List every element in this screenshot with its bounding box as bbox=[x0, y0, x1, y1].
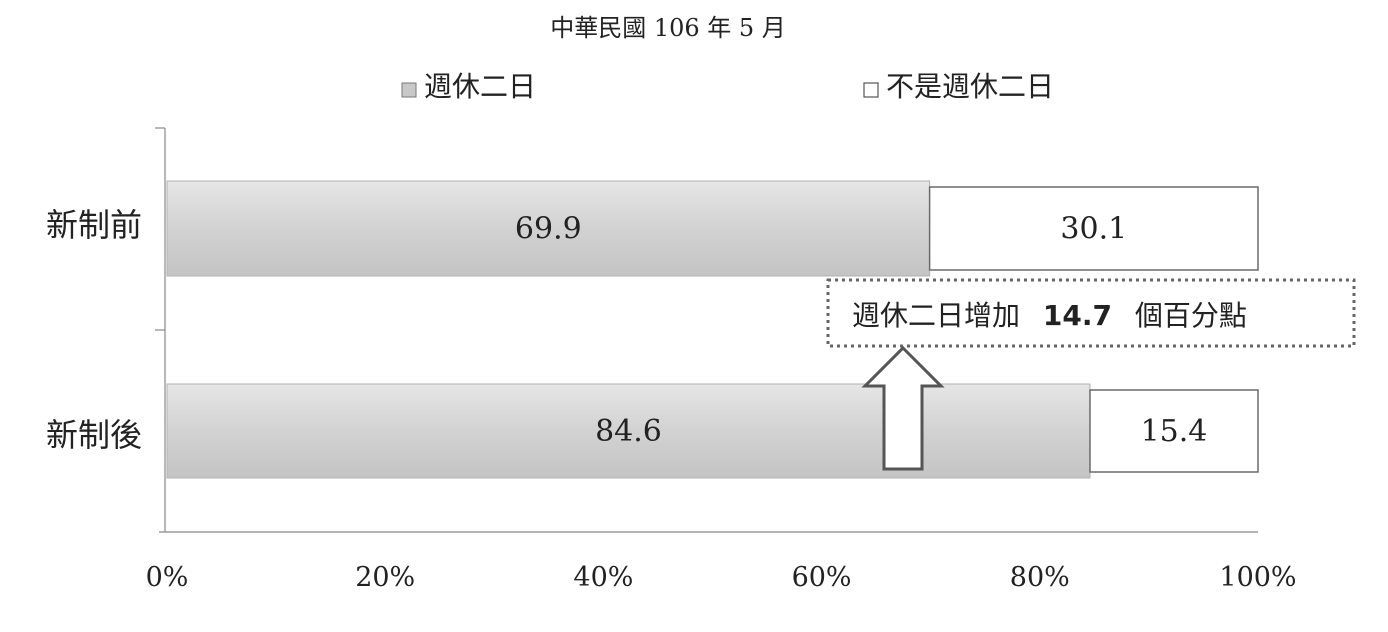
data-label-after-not-workweek: 15.4 bbox=[1141, 414, 1208, 449]
up-arrow-icon bbox=[861, 345, 945, 471]
data-label-before-workweek: 69.9 bbox=[515, 212, 582, 247]
bar-after-workweek bbox=[166, 383, 1091, 479]
x-tick-label: 20% bbox=[355, 562, 415, 593]
annotation-suffix: 個百分點 bbox=[1135, 299, 1247, 332]
x-axis-tick-labels: 0% 20% 40% 60% 80% 100% bbox=[146, 562, 1297, 593]
legend-label-not-workweek: 不是週休二日 bbox=[886, 70, 1054, 103]
legend: 週休二日 不是週休二日 bbox=[401, 70, 1054, 103]
x-tick-label: 0% bbox=[146, 562, 189, 593]
bars-after-group: 84.6 15.4 bbox=[166, 383, 1259, 479]
annotation-text: 週休二日增加 14.7 個百分點 bbox=[852, 299, 1247, 332]
chart-title: 中華民國 106 年 5 月 bbox=[550, 14, 786, 42]
bars-before-group: 69.9 30.1 bbox=[166, 180, 1259, 277]
annotation-box bbox=[826, 278, 1356, 348]
x-tick-label: 80% bbox=[1010, 562, 1070, 593]
annotation-prefix: 週休二日增加 bbox=[852, 299, 1020, 332]
data-label-after-workweek: 84.6 bbox=[595, 414, 662, 449]
bar-after-not-workweek bbox=[1089, 389, 1259, 473]
legend-swatch-not-workweek bbox=[863, 82, 879, 98]
legend-label-workweek: 週休二日 bbox=[424, 70, 536, 103]
x-tick-label: 100% bbox=[1219, 562, 1296, 593]
data-label-before-not-workweek: 30.1 bbox=[1060, 212, 1127, 247]
bar-before-not-workweek bbox=[928, 186, 1259, 271]
bar-before-workweek bbox=[166, 180, 931, 277]
annotation-value: 14.7 bbox=[1043, 299, 1112, 332]
category-label-after: 新制後 bbox=[46, 416, 142, 454]
x-tick-label: 60% bbox=[792, 562, 852, 593]
legend-swatch-workweek bbox=[401, 82, 417, 98]
annotation-callout: 週休二日增加 14.7 個百分點 bbox=[826, 278, 1356, 471]
x-tick-label: 40% bbox=[573, 562, 633, 593]
category-label-before: 新制前 bbox=[46, 206, 142, 244]
